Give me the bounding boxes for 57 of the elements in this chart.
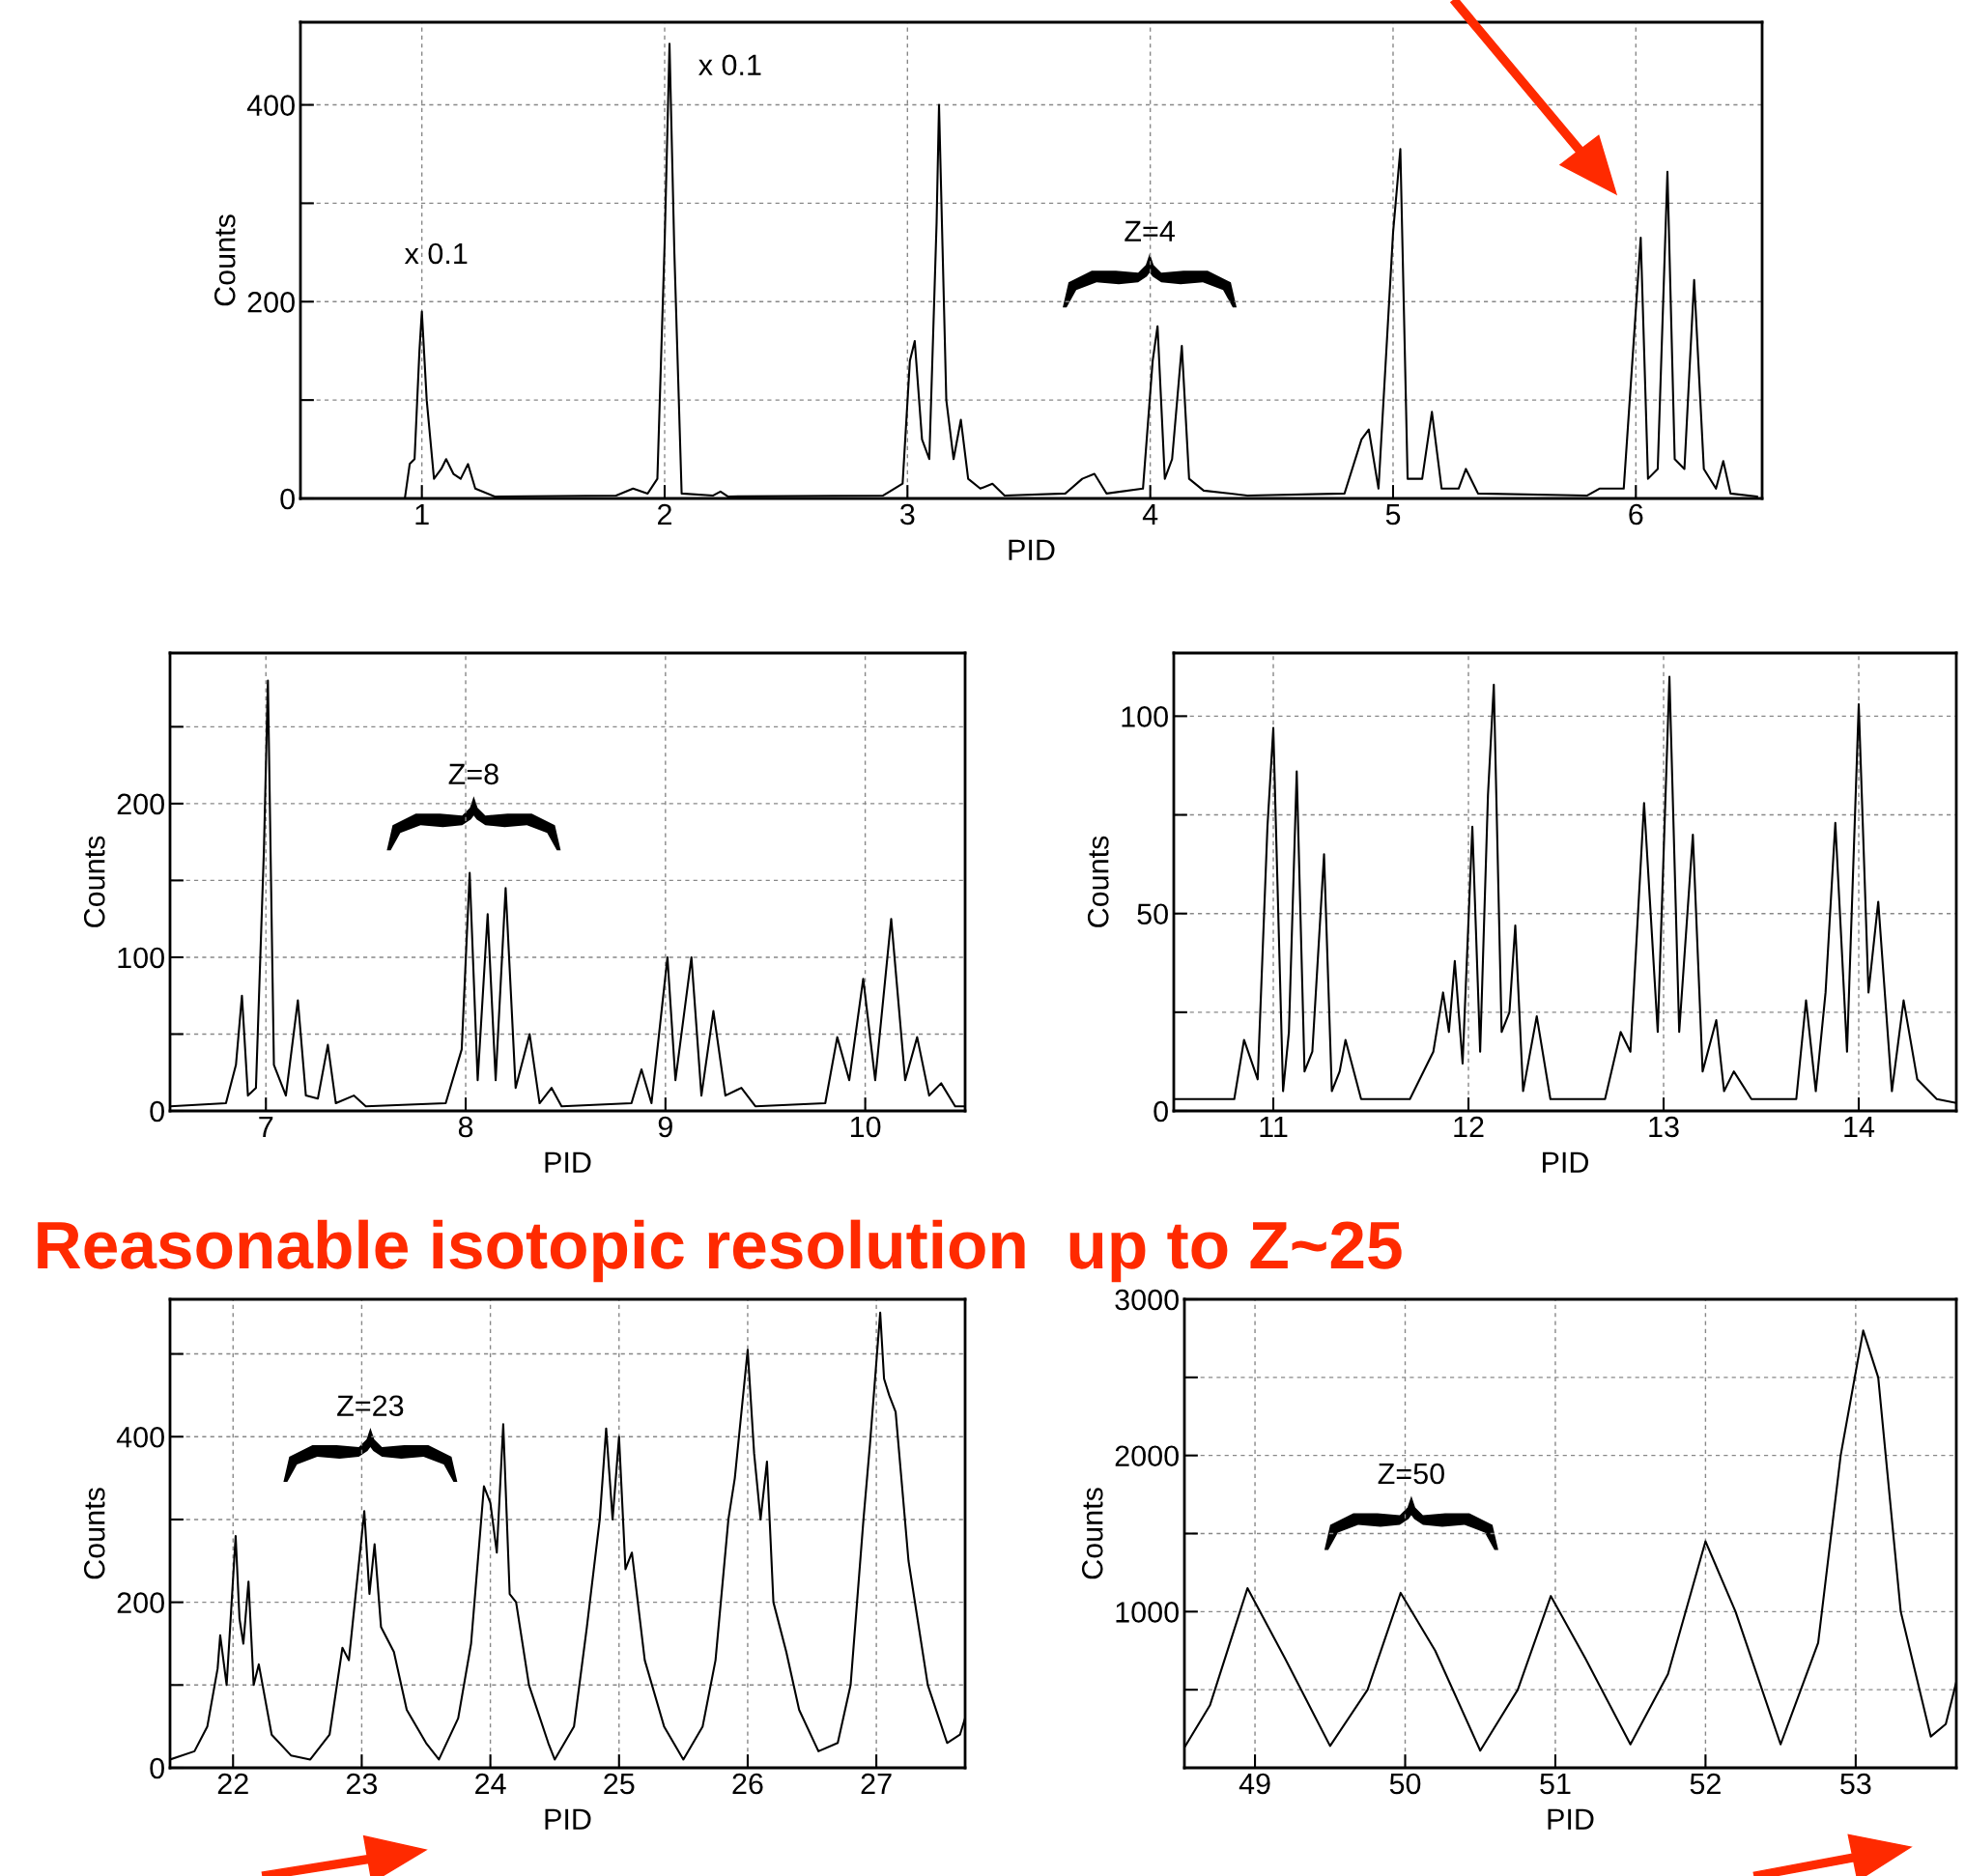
annotation: Z=4 — [1125, 220, 1175, 242]
x-tick-label: 24 — [475, 1773, 506, 1794]
x-tick-label: 50 — [1389, 1773, 1421, 1795]
y-axis-title: Counts — [83, 836, 105, 927]
x-axis-title: PID — [545, 1151, 591, 1173]
x-tick-label: 49 — [1239, 1773, 1270, 1795]
annotation: x 0.1 — [404, 242, 468, 265]
y-axis-title: Counts — [214, 214, 236, 306]
x-tick-label: 26 — [732, 1773, 763, 1795]
x-tick-label: 1 — [415, 503, 429, 525]
y-tick-label: 3000 — [1115, 1289, 1179, 1311]
x-tick-label: 25 — [604, 1773, 635, 1795]
annotation: Z=23 — [337, 1395, 404, 1417]
y-tick-label: 0 — [280, 488, 295, 510]
y-tick-label: 200 — [117, 1592, 164, 1613]
x-tick-label: 7 — [259, 1116, 273, 1137]
x-tick-label: 14 — [1844, 1116, 1875, 1137]
y-axis-title: Counts — [83, 1488, 105, 1579]
x-tick-label: 27 — [861, 1773, 892, 1794]
x-tick-label: 22 — [217, 1773, 248, 1794]
x-tick-label: 11 — [1260, 1116, 1288, 1137]
x-tick-label: 5 — [1385, 503, 1401, 526]
y-tick-label: 100 — [118, 947, 164, 969]
y-tick-label: 400 — [116, 1426, 164, 1448]
y-tick-label: 50 — [1137, 903, 1168, 925]
x-tick-label: 12 — [1454, 1116, 1484, 1137]
x-tick-label: 2 — [658, 503, 671, 525]
y-tick-label: 200 — [117, 793, 164, 815]
y-tick-label: 0 — [150, 1757, 164, 1779]
x-axis-title: PID — [1548, 1808, 1594, 1830]
x-tick-label: 23 — [346, 1773, 378, 1795]
y-tick-label: 400 — [246, 95, 295, 116]
x-axis-title: PID — [545, 1808, 591, 1830]
y-tick-label: 100 — [1122, 706, 1168, 727]
y-axis-title: Counts — [1081, 1488, 1103, 1579]
x-axis-title: PID — [1543, 1151, 1589, 1173]
y-tick-label: 0 — [150, 1100, 164, 1123]
x-tick-label: 52 — [1690, 1773, 1721, 1795]
annotation: x 0.1 — [698, 54, 761, 76]
x-tick-label: 9 — [658, 1116, 672, 1138]
x-axis-title: PID — [1009, 539, 1055, 560]
y-tick-label: 1000 — [1116, 1602, 1179, 1623]
text: Reasonable isotopic resolution up to Z~25 — [38, 1219, 1402, 1283]
x-tick-label: 8 — [458, 1116, 473, 1138]
y-tick-label: 0 — [1153, 1100, 1168, 1123]
x-tick-label: 3 — [899, 503, 915, 526]
annotation: Z=50 — [1378, 1463, 1444, 1485]
y-tick-label: 200 — [247, 292, 295, 313]
y-tick-label: 2000 — [1115, 1445, 1179, 1467]
x-tick-label: 13 — [1649, 1116, 1679, 1138]
x-tick-label: 6 — [1629, 503, 1643, 526]
x-tick-label: 4 — [1142, 503, 1158, 525]
x-tick-label: 10 — [850, 1116, 881, 1138]
x-tick-label: 53 — [1840, 1773, 1871, 1795]
x-tick-label: 51 — [1540, 1773, 1571, 1795]
annotation: Z=8 — [448, 763, 498, 785]
y-axis-title: Counts — [1087, 836, 1109, 927]
